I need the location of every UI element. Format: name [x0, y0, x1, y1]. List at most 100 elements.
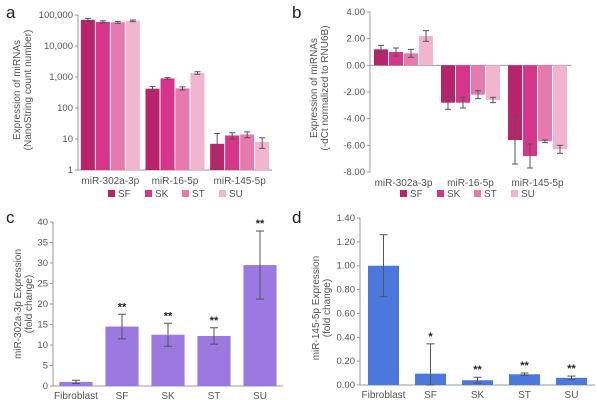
panel-b-errorbar-SF	[378, 44, 384, 54]
panel-c-ytick-label: 25	[37, 279, 48, 290]
panel-d-significance-mark: **	[567, 363, 576, 375]
panel-b-errorbar-ST	[475, 90, 481, 100]
panel-a-bar-ST	[240, 134, 255, 170]
panel-b-legend-swatch-SU	[511, 190, 518, 197]
panel-a-ytick-label: 1	[68, 165, 73, 176]
panel-d-errorbar	[520, 372, 529, 376]
panel-b-errorbar-ST	[542, 139, 548, 144]
panel-b-bar-ST	[404, 53, 418, 66]
panel-d-ytick-label: 0.80	[337, 285, 356, 296]
panel-b-bar-SF	[374, 49, 388, 66]
panel-a-errorbar-SF	[214, 133, 221, 170]
panel-a-errorbar-SK	[164, 77, 171, 80]
panel-d-ytick-label: 1.20	[337, 237, 356, 248]
panel-b-bar-SK	[523, 65, 537, 156]
panel-a-legend-label-SF: SF	[118, 189, 131, 200]
panel-a-bar-SK	[95, 21, 110, 170]
panel-a-chart: Expression of miRNAs (NanoString count n…	[12, 10, 272, 200]
panel-c-ytick-label: 40	[37, 217, 48, 228]
panel-a-ytick-label: 10	[62, 134, 73, 145]
panel-b-errorbar-SK	[527, 143, 533, 169]
panel-c-ytick-label: 30	[37, 258, 48, 269]
panel-d-category-label: ST	[518, 390, 531, 400]
panel-b-bar-SU	[486, 65, 500, 100]
panel-a-ylabel-line1: Expression of miRNAs	[12, 40, 23, 140]
panel-a-legend-swatch-SU	[219, 190, 226, 197]
panel-b-bar-ST	[538, 65, 552, 142]
panel-d-errorbar	[567, 375, 576, 381]
panel-b-bar-ST	[471, 65, 485, 95]
panel-b-errorbar-SU	[490, 96, 496, 104]
panel-b-legend-swatch-ST	[474, 190, 481, 197]
panel-b-bar-SK	[456, 65, 470, 103]
panel-b-ytick-label: 2.00	[347, 34, 366, 45]
panel-b-errorbar-SF	[445, 95, 451, 110]
panel-a-bar-SF	[145, 88, 160, 170]
panel-d-significance-mark: *	[428, 331, 433, 343]
panel-a-bar-SF	[80, 19, 95, 171]
panel-a-bar-ST	[110, 22, 125, 170]
panel-b-bar-SF	[441, 65, 455, 103]
panel-b-errorbar-SF	[512, 115, 518, 165]
panel-c-errorbar	[72, 379, 80, 385]
panel-c-errorbar	[118, 313, 126, 340]
panel-d-errorbar	[426, 343, 435, 386]
panel-b-legend-swatch-SF	[400, 190, 407, 197]
panel-c-category-label: ST	[208, 391, 221, 400]
panel-d-ytick-label: 0.40	[337, 332, 356, 343]
panel-a-legend-swatch-SK	[145, 190, 152, 197]
panel-b-legend-label-ST: ST	[484, 189, 497, 200]
panel-d-category-label: SF	[424, 390, 437, 400]
panel-b-ytick-label: 4.00	[347, 7, 366, 18]
panel-a-legend-swatch-ST	[182, 190, 189, 197]
panel-b-ylabel-line2: (-dCt normalized to RNU6B)	[320, 25, 331, 150]
panel-c-ytick-label: 20	[37, 299, 48, 310]
panel-b-ytick-label: 0.00	[347, 60, 366, 71]
panel-c-ylabel-line1: miR-302a-3p Expression	[13, 249, 24, 359]
panel-d-errorbar	[473, 376, 482, 384]
panel-c-significance-mark: **	[164, 310, 173, 322]
panel-c-errorbar	[256, 230, 264, 300]
panel-d-errorbar	[379, 234, 388, 298]
panel-b-errorbar-SK	[393, 47, 399, 57]
panel-b-category-label: miR-16-5p	[447, 178, 494, 189]
panel-a-ytick-label: 1,000	[49, 72, 73, 83]
panel-d-ylabel-line2: (fold change)	[322, 279, 333, 337]
panel-a-category-label: miR-16-5p	[152, 176, 199, 187]
panel-c-ytick-label: 15	[37, 320, 48, 331]
panel-b-errorbar-SK	[460, 96, 466, 109]
panel-c-category-label: SU	[253, 391, 267, 400]
panel-b-legend-swatch-SK	[437, 190, 444, 197]
panel-letter-a: a	[6, 3, 16, 22]
panel-a-legend-label-SK: SK	[155, 189, 169, 200]
panel-b-ytick-label: -2.00	[343, 87, 365, 98]
panel-a-ylabel-line2: (NanoString count number)	[23, 30, 34, 151]
panel-a-errorbar-SU	[194, 71, 201, 75]
panel-a-bar-SK	[160, 78, 175, 170]
panel-c-significance-mark: **	[118, 301, 127, 313]
panel-a-legend-swatch-SF	[108, 190, 115, 197]
panel-b-ylabel-line1: Expression of miRNAs	[309, 38, 320, 138]
panel-d-ytick-label: 0.20	[337, 356, 356, 367]
panel-a-ytick-label: 100,000	[39, 10, 73, 21]
panel-d-bar	[508, 374, 541, 385]
panel-c-category-label: Fibroblast	[54, 391, 98, 400]
panel-c-errorbar	[164, 322, 172, 347]
panel-d-ytick-label: 1.40	[337, 213, 356, 224]
panel-a-errorbar-SU	[129, 19, 136, 23]
panel-b-legend-label-SU: SU	[521, 189, 535, 200]
panel-d-bar	[555, 377, 588, 385]
panel-a-errorbar-ST	[179, 86, 186, 91]
panel-c-ytick-label: 35	[37, 238, 48, 249]
panel-b-bar-SU	[419, 36, 433, 66]
panel-c-category-label: SK	[161, 391, 175, 400]
panel-b-category-label: miR-302a-3p	[375, 178, 433, 189]
panel-a-ytick-label: 100	[57, 103, 73, 114]
panel-d-chart: miR-145-5p Expression (fold change) 1.40…	[311, 213, 595, 400]
panel-b-legend-label-SF: SF	[410, 189, 423, 200]
panel-b-legend-label-SK: SK	[447, 189, 461, 200]
panel-c-category-label: SF	[116, 391, 129, 400]
panel-d-ytick-label: 0.60	[337, 308, 356, 319]
panel-c-errorbar	[210, 327, 218, 345]
panel-d-category-label: Fibroblast	[362, 390, 406, 400]
